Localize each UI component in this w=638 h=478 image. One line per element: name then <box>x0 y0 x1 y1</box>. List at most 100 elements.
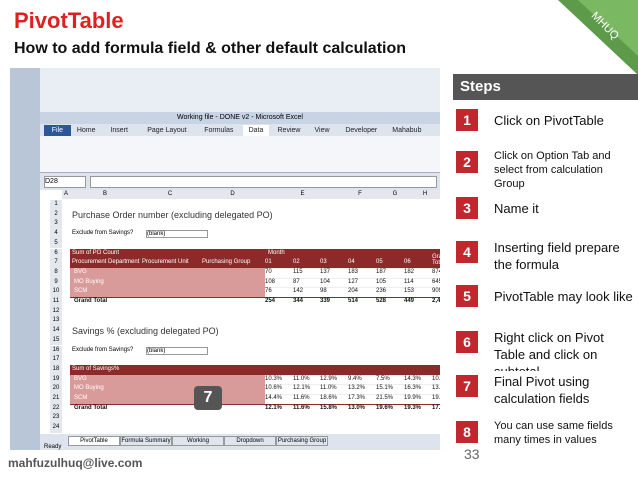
title: PivotTable <box>14 8 124 33</box>
pivot-value: 142 <box>293 288 304 295</box>
step-number: 5 <box>456 285 478 307</box>
pivot-column: Purchasing Group <box>202 259 251 266</box>
pivot-value: 16.3% <box>404 385 422 392</box>
pivot-value: 12.9% <box>320 375 338 382</box>
step-text: Final Pivot using calculation fields <box>494 374 590 406</box>
pivot-value: 11.0% <box>320 385 337 392</box>
pivot-row-label: MO Buying <box>74 278 104 285</box>
step-number: 2 <box>456 151 478 173</box>
column-header: F <box>340 190 381 199</box>
pivot-value: 105 <box>376 278 387 285</box>
pivot-value: 21.5% <box>376 395 394 401</box>
row-number: 19 <box>50 374 62 385</box>
row-number: 1 <box>50 200 62 210</box>
row-number: 15 <box>50 335 62 346</box>
pivot-value: 19.3% <box>404 404 422 411</box>
window-title: Working file - DONE v2 - Microsoft Excel <box>40 112 440 124</box>
pivot-column: Procurement Unit <box>142 259 189 266</box>
column-header: G <box>380 190 411 199</box>
pivot-header <box>70 248 440 268</box>
pivot-row-label: Grand Total <box>74 298 108 304</box>
pivot-value: 254 <box>265 298 276 304</box>
pivot-row-label: MO Buying <box>74 385 104 392</box>
row-number: 3 <box>50 219 62 230</box>
pivot-value: 183 <box>348 268 359 275</box>
month-label: Month <box>268 249 285 256</box>
pivot-value: 15.8% <box>320 404 338 411</box>
ribbon-tab: Mahabub <box>392 127 422 134</box>
steps-heading: Steps <box>460 78 501 95</box>
pivot-value: 12.1% <box>293 385 311 392</box>
step-number: 4 <box>456 241 478 263</box>
callout: 7 <box>194 386 222 410</box>
filter-label: Exclude from Savings? <box>72 346 134 353</box>
pivot-value: 449 <box>404 298 415 304</box>
pivot-value: 127 <box>348 278 359 285</box>
pivot-row <box>70 403 440 415</box>
pivot-value: 19.7% <box>432 395 440 401</box>
ribbon-back <box>40 68 440 113</box>
row-number: 24 <box>50 423 62 433</box>
row-number: 10 <box>50 287 62 297</box>
pivot-row-label: BVG <box>74 268 87 275</box>
ribbon-tab: Data <box>242 125 270 136</box>
pivot-row-label: Grand Total <box>74 404 108 411</box>
step-number: 7 <box>456 375 478 397</box>
pivot-value: 2,428 <box>432 298 440 304</box>
pivot-column: 03 <box>320 259 327 266</box>
row-label-cell <box>70 267 265 278</box>
ribbon-tab: Home <box>76 127 96 134</box>
pivot-value: 187 <box>376 268 387 275</box>
pivot-value: 76 <box>265 288 272 295</box>
pivot-value: 528 <box>376 298 387 304</box>
row-number: 13 <box>50 316 62 327</box>
pivot-value: 13.2% <box>348 385 366 392</box>
subtitle: How to add formula field & other default… <box>14 40 407 57</box>
email: mahfuzulhuq@live.com <box>8 456 143 470</box>
ribbon-tab: Review <box>277 127 301 134</box>
ribbon-tab: File <box>44 125 71 136</box>
pivot-value: 10.3% <box>265 375 283 382</box>
step-number: 1 <box>456 109 478 131</box>
name-box: D28 <box>44 176 86 188</box>
row-number: 9 <box>50 277 62 288</box>
pivot-value: 137 <box>320 268 331 275</box>
pivot-column: Procurement Department <box>72 259 140 266</box>
pivot-column: 06 <box>404 259 411 266</box>
pivot-value: 909 <box>432 288 440 295</box>
step-text: PivotTable may look like <box>494 289 633 304</box>
row-label-cell <box>70 277 265 288</box>
row-number: 6 <box>50 248 62 259</box>
row-number: 4 <box>50 229 62 239</box>
pivot-value: 114 <box>404 278 414 285</box>
pivot-value: 87 <box>293 278 300 285</box>
pivot-column: 01 <box>265 259 272 266</box>
filter-label: Exclude from Savings? <box>72 230 134 237</box>
pivot-value: 13.0% <box>348 404 366 411</box>
row-number: 8 <box>50 267 62 278</box>
pivot-value: 19.6% <box>376 404 394 411</box>
row-label-cell <box>70 287 265 297</box>
row-number: 23 <box>50 413 62 424</box>
sheet-tab: Purchasing Group <box>276 436 328 446</box>
pivot-value: 10.6% <box>265 385 283 392</box>
status: Ready <box>44 444 62 450</box>
column-header: D <box>200 190 266 199</box>
row-number: 16 <box>50 345 62 356</box>
sheet-tab: Formula Summary <box>120 436 172 446</box>
row-number: 2 <box>50 209 62 220</box>
pivot-column: Grand Total <box>432 253 440 266</box>
pivot-value: 236 <box>376 288 387 295</box>
ribbon-tab: View <box>314 127 330 134</box>
pivot-value: 874 <box>432 268 440 275</box>
pivot-value: 7.5% <box>376 375 390 382</box>
row-number: 18 <box>50 364 62 375</box>
pivot-value: 339 <box>320 298 331 304</box>
row-label-cell <box>70 394 265 404</box>
sheet-tab: PivotTable <box>68 436 120 446</box>
pivot-value: 514 <box>348 298 359 304</box>
pivot-value: 11.6% <box>293 404 310 411</box>
pivot-value: 11.6% <box>293 395 310 401</box>
row-number: 7 <box>50 258 62 268</box>
